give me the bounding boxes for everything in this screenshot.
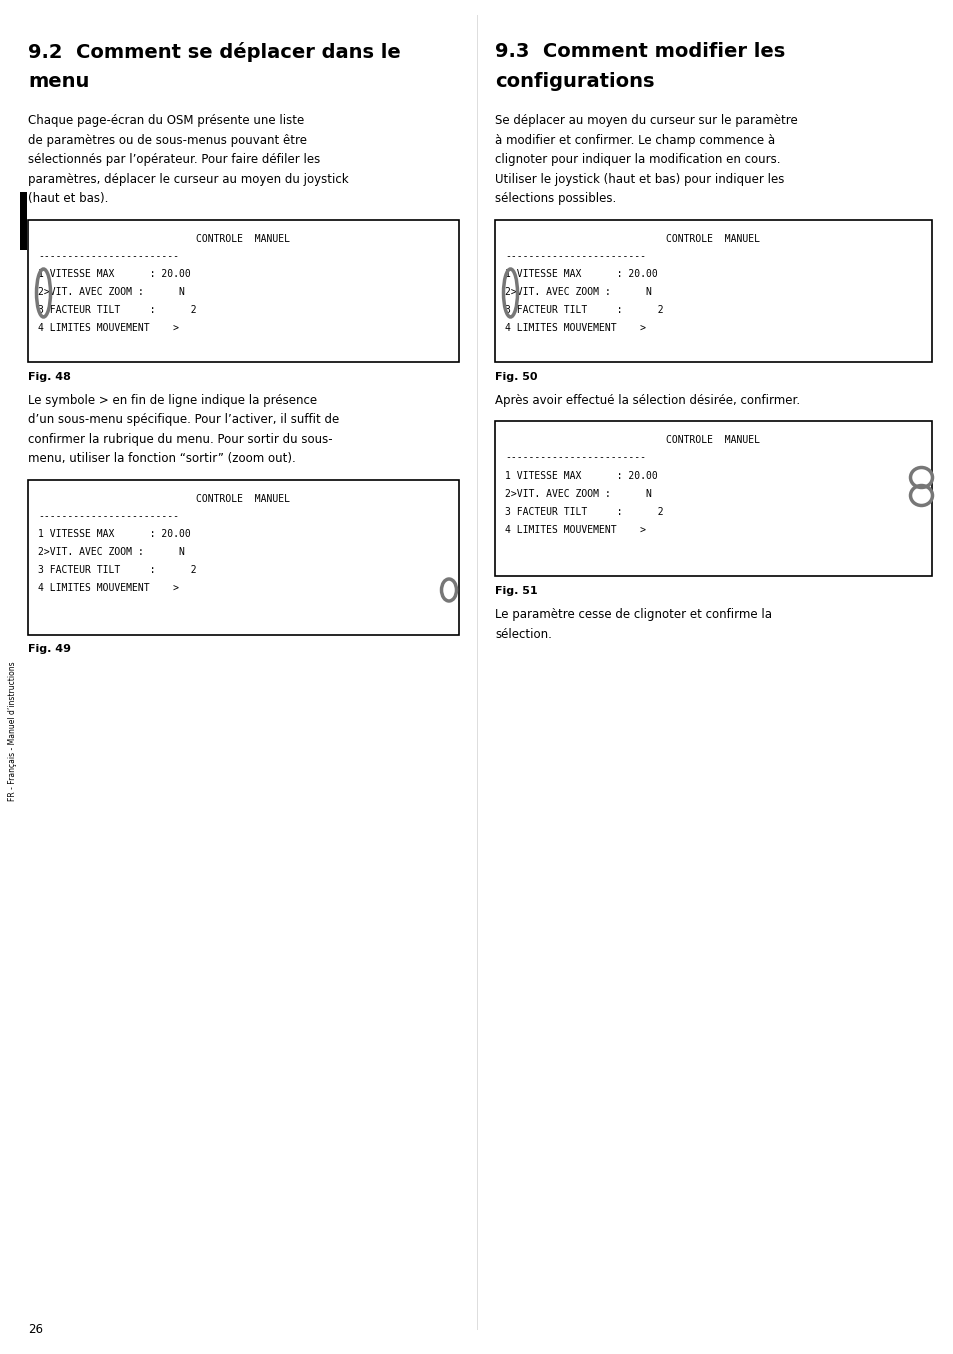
Text: CONTROLE  MANUEL: CONTROLE MANUEL: [666, 233, 760, 244]
Text: 9.3  Comment modifier les: 9.3 Comment modifier les: [495, 42, 784, 61]
Text: CONTROLE  MANUEL: CONTROLE MANUEL: [666, 435, 760, 445]
Text: 3 FACTEUR TILT     :      2: 3 FACTEUR TILT : 2: [38, 305, 196, 315]
Text: 4 LIMITES MOUVEMENT    >: 4 LIMITES MOUVEMENT >: [38, 584, 179, 593]
Text: ------------------------: ------------------------: [38, 250, 179, 261]
Text: 4 LIMITES MOUVEMENT    >: 4 LIMITES MOUVEMENT >: [504, 524, 645, 535]
Text: Le paramètre cesse de clignoter et confirme la: Le paramètre cesse de clignoter et confi…: [495, 608, 771, 621]
Text: configurations: configurations: [495, 72, 654, 91]
Text: Chaque page-écran du OSM présente une liste: Chaque page-écran du OSM présente une li…: [28, 114, 304, 127]
Text: CONTROLE  MANUEL: CONTROLE MANUEL: [196, 493, 291, 504]
Text: FR - Français - Manuel d’instructions: FR - Français - Manuel d’instructions: [9, 661, 17, 802]
Text: Fig. 48: Fig. 48: [28, 371, 71, 382]
Text: Fig. 50: Fig. 50: [495, 371, 537, 382]
Text: ------------------------: ------------------------: [504, 250, 645, 261]
Text: 3 FACTEUR TILT     :      2: 3 FACTEUR TILT : 2: [38, 565, 196, 575]
Text: 4 LIMITES MOUVEMENT    >: 4 LIMITES MOUVEMENT >: [504, 324, 645, 333]
Text: 4 LIMITES MOUVEMENT    >: 4 LIMITES MOUVEMENT >: [38, 324, 179, 333]
Text: de paramètres ou de sous-menus pouvant être: de paramètres ou de sous-menus pouvant ê…: [28, 134, 307, 146]
Text: d’un sous-menu spécifique. Pour l’activer, il suffit de: d’un sous-menu spécifique. Pour l’active…: [28, 413, 339, 427]
Text: ------------------------: ------------------------: [38, 510, 179, 521]
Text: clignoter pour indiquer la modification en cours.: clignoter pour indiquer la modification …: [495, 153, 780, 167]
Text: sélections possibles.: sélections possibles.: [495, 192, 616, 204]
Text: 3 FACTEUR TILT     :      2: 3 FACTEUR TILT : 2: [504, 506, 663, 516]
Text: 1 VITESSE MAX      : 20.00: 1 VITESSE MAX : 20.00: [504, 269, 657, 279]
Text: 9.2  Comment se déplacer dans le: 9.2 Comment se déplacer dans le: [28, 42, 400, 62]
Bar: [28, 219, 458, 362]
Text: paramètres, déplacer le curseur au moyen du joystick: paramètres, déplacer le curseur au moyen…: [28, 172, 348, 185]
Text: 1 VITESSE MAX      : 20.00: 1 VITESSE MAX : 20.00: [38, 529, 191, 539]
Text: 1 VITESSE MAX      : 20.00: 1 VITESSE MAX : 20.00: [504, 470, 657, 481]
Text: (haut et bas).: (haut et bas).: [28, 192, 109, 204]
Text: à modifier et confirmer. Le champ commence à: à modifier et confirmer. Le champ commen…: [495, 134, 774, 146]
Text: Le symbole > en fin de ligne indique la présence: Le symbole > en fin de ligne indique la …: [28, 394, 316, 406]
Text: Fig. 51: Fig. 51: [495, 586, 537, 596]
Text: menu: menu: [28, 72, 90, 91]
Text: Se déplacer au moyen du curseur sur le paramètre: Se déplacer au moyen du curseur sur le p…: [495, 114, 797, 127]
Bar: [495, 421, 931, 575]
Text: menu, utiliser la fonction “sortir” (zoom out).: menu, utiliser la fonction “sortir” (zoo…: [28, 452, 295, 464]
Text: confirmer la rubrique du menu. Pour sortir du sous-: confirmer la rubrique du menu. Pour sort…: [28, 432, 333, 445]
Bar: [495, 219, 931, 362]
Text: 2>VIT. AVEC ZOOM :      N: 2>VIT. AVEC ZOOM : N: [38, 287, 185, 297]
Text: 2>VIT. AVEC ZOOM :      N: 2>VIT. AVEC ZOOM : N: [504, 287, 651, 297]
Bar: [28, 479, 458, 635]
Text: 2>VIT. AVEC ZOOM :      N: 2>VIT. AVEC ZOOM : N: [38, 547, 185, 556]
Bar: [20, 192, 27, 250]
Text: sélectionnés par l’opérateur. Pour faire défiler les: sélectionnés par l’opérateur. Pour faire…: [28, 153, 320, 167]
Text: Utiliser le joystick (haut et bas) pour indiquer les: Utiliser le joystick (haut et bas) pour …: [495, 172, 783, 185]
Text: 2>VIT. AVEC ZOOM :      N: 2>VIT. AVEC ZOOM : N: [504, 489, 651, 498]
Text: sélection.: sélection.: [495, 627, 551, 640]
Text: Fig. 49: Fig. 49: [28, 645, 71, 654]
Text: 1 VITESSE MAX      : 20.00: 1 VITESSE MAX : 20.00: [38, 269, 191, 279]
Text: 3 FACTEUR TILT     :      2: 3 FACTEUR TILT : 2: [504, 305, 663, 315]
Text: CONTROLE  MANUEL: CONTROLE MANUEL: [196, 233, 291, 244]
Text: ------------------------: ------------------------: [504, 452, 645, 463]
Text: 26: 26: [28, 1323, 43, 1336]
Text: Après avoir effectué la sélection désirée, confirmer.: Après avoir effectué la sélection désiré…: [495, 394, 800, 406]
